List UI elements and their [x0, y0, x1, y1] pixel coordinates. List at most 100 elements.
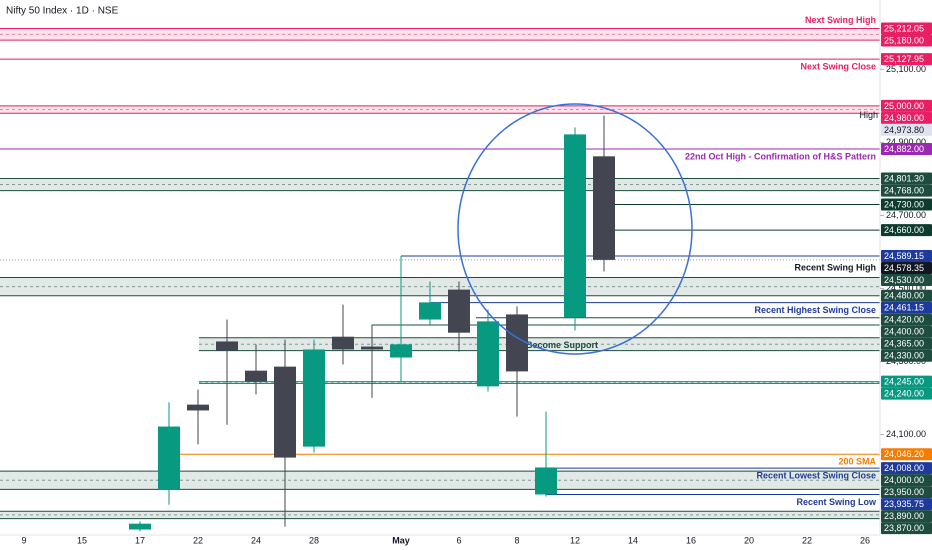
candle-body: [419, 302, 441, 320]
candle-body: [274, 366, 296, 458]
price-label: 24,000.00: [884, 475, 924, 485]
candle-body: [332, 336, 354, 350]
x-tick-label: 26: [860, 535, 870, 545]
price-label-box: [881, 123, 932, 136]
candle-body: [129, 523, 151, 530]
price-label-box: [881, 313, 932, 326]
price-label-box: [881, 337, 932, 350]
candle-body: [448, 289, 470, 333]
price-label: 24,730.00: [884, 199, 924, 209]
price-label: 25,180.00: [884, 35, 924, 45]
candle-body: [506, 314, 528, 372]
y-tick-label: 25,100.00: [886, 64, 926, 74]
price-label: 23,935.75: [884, 499, 924, 509]
x-tick-label: 12: [570, 535, 580, 545]
x-tick-label: 16: [686, 535, 696, 545]
x-tick-label: 15: [77, 535, 87, 545]
price-label: 24,589.15: [884, 251, 924, 261]
x-tick-label: 17: [135, 535, 145, 545]
candle-body: [158, 426, 180, 490]
levels: Next Swing High Next Swing Close High 22nd …: [0, 15, 880, 520]
price-label-box: [881, 289, 932, 302]
x-tick-label: 24: [251, 535, 261, 545]
price-label-box: [881, 387, 932, 400]
level-note: 22nd Oct High - Confirmation of H&S Patt…: [685, 151, 876, 161]
price-label-box: [881, 448, 932, 461]
x-tick-label: 9: [21, 535, 26, 545]
price-label: 24,882.00: [884, 144, 924, 154]
price-label: 24,240.00: [884, 388, 924, 398]
price-label-box: [881, 273, 932, 286]
price-label: 24,768.00: [884, 186, 924, 196]
level-note: Recent Swing High: [794, 262, 876, 272]
price-label: 24,420.00: [884, 315, 924, 325]
level-note: Recent Swing Low: [796, 497, 877, 507]
price-label-box: [881, 198, 932, 211]
candle-body: [361, 346, 383, 350]
price-label: 25,212.05: [884, 23, 924, 33]
x-tick-label: 22: [193, 535, 203, 545]
price-label-box: [881, 142, 932, 155]
price-label-box: [881, 172, 932, 185]
price-label: 24,980.00: [884, 113, 924, 123]
candle-body: [245, 370, 267, 382]
x-tick-label: 28: [309, 535, 319, 545]
highlight-circle: [457, 103, 693, 355]
candle-body: [390, 344, 412, 358]
level-note: 200 SMA: [838, 457, 876, 467]
candle-body: [187, 404, 209, 411]
price-label-box: [881, 249, 932, 262]
price-label-box: [881, 34, 932, 47]
price-label-box: [881, 22, 932, 35]
y-tick-label: 24,700.00: [886, 210, 926, 220]
price-label-box: [881, 486, 932, 499]
level-note: Recent Highest Swing Close: [754, 305, 876, 315]
x-tick-label: 22: [802, 535, 812, 545]
candle-body: [216, 341, 238, 351]
level-note: Next Swing Close: [800, 62, 876, 72]
x-tick-label: 8: [514, 535, 519, 545]
price-label: 24,330.00: [884, 351, 924, 361]
y-tick-label: 24,500.00: [886, 283, 926, 293]
price-label-box: [881, 325, 932, 338]
candle-body: [303, 349, 325, 447]
price-label-box: [881, 462, 932, 475]
price-label-box: [881, 522, 932, 535]
price-label-box: [881, 498, 932, 511]
level-note: Next Swing High: [805, 15, 876, 25]
price-label: 24,973.80: [884, 125, 924, 135]
price-label: 24,245.00: [884, 376, 924, 386]
price-label-box: [881, 301, 932, 314]
price-label: 24,801.30: [884, 173, 924, 183]
price-label: 24,046.20: [884, 449, 924, 459]
level-band: [199, 381, 880, 384]
price-label: 24,008.00: [884, 463, 924, 473]
candle-body: [477, 321, 499, 387]
price-label-box: [881, 261, 932, 274]
x-tick-label: 6: [456, 535, 461, 545]
price-label: 23,870.00: [884, 523, 924, 533]
price-label: 25,127.95: [884, 54, 924, 64]
x-tick-label: 20: [744, 535, 754, 545]
chart-title: Nifty 50 Index · 1D · NSE: [6, 6, 119, 17]
price-label-box: [881, 111, 932, 124]
price-label-box: [881, 510, 932, 523]
y-tick-label: 24,900.00: [886, 137, 926, 147]
price-label-box: [881, 53, 932, 66]
price-label-box: [881, 184, 932, 197]
price-label-box: [881, 99, 932, 112]
price-label-box: [881, 224, 932, 237]
price-label-box: [881, 375, 932, 388]
price-label: 24,400.00: [884, 327, 924, 337]
level-note: Become Support: [526, 340, 598, 350]
candle-body: [535, 467, 557, 495]
candle-body: [593, 156, 615, 260]
y-tick-label: 24,100.00: [886, 429, 926, 439]
price-label: 23,890.00: [884, 511, 924, 521]
price-label: 24,461.15: [884, 303, 924, 313]
level-note: High: [859, 110, 878, 120]
candle-body: [564, 134, 586, 318]
price-label: 24,578.35: [884, 263, 924, 273]
price-label: 24,480.00: [884, 291, 924, 301]
